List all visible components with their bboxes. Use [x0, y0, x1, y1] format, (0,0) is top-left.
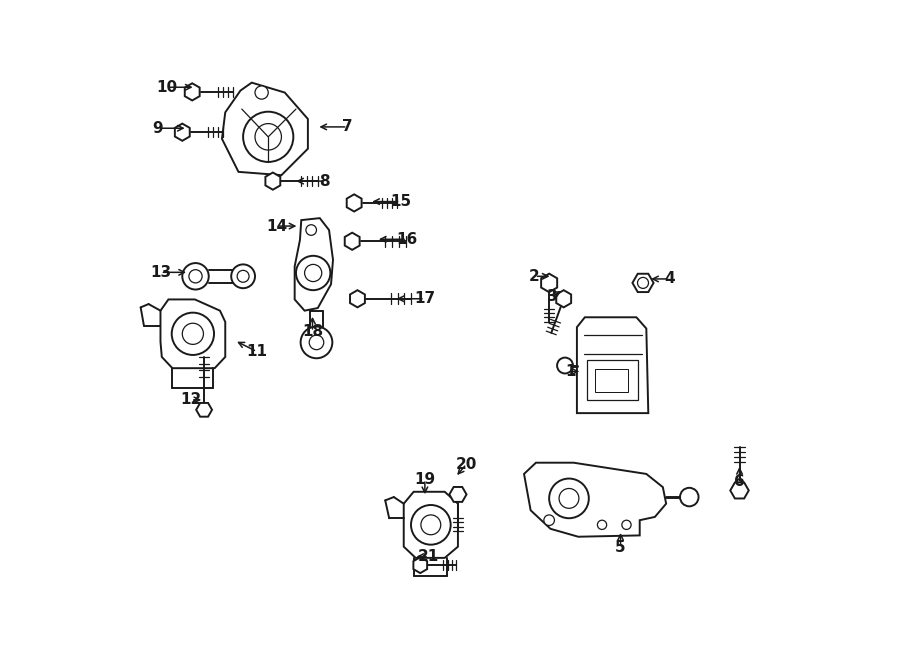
Bar — [587, 360, 638, 400]
Text: 9: 9 — [152, 121, 163, 136]
Text: 8: 8 — [320, 174, 329, 188]
Polygon shape — [556, 290, 572, 307]
Text: 16: 16 — [396, 232, 418, 247]
Text: 14: 14 — [266, 219, 287, 233]
Text: 15: 15 — [390, 194, 411, 209]
Text: 21: 21 — [418, 549, 439, 564]
Text: 5: 5 — [616, 540, 625, 555]
Polygon shape — [160, 299, 225, 368]
Circle shape — [544, 515, 554, 525]
Polygon shape — [294, 218, 333, 311]
Text: 10: 10 — [157, 80, 177, 95]
Polygon shape — [577, 317, 648, 413]
Polygon shape — [449, 487, 466, 502]
Circle shape — [304, 264, 322, 282]
Text: 17: 17 — [414, 292, 436, 306]
Circle shape — [637, 278, 649, 288]
Polygon shape — [413, 557, 428, 573]
Text: 3: 3 — [547, 289, 558, 303]
Polygon shape — [730, 483, 749, 498]
Text: 20: 20 — [455, 457, 477, 471]
Polygon shape — [404, 492, 458, 558]
Circle shape — [296, 256, 330, 290]
Text: 18: 18 — [302, 325, 323, 339]
Circle shape — [172, 313, 214, 355]
Bar — [596, 369, 628, 392]
Text: 13: 13 — [150, 265, 171, 280]
Circle shape — [411, 505, 451, 545]
Circle shape — [183, 323, 203, 344]
Circle shape — [255, 124, 282, 150]
Polygon shape — [541, 274, 557, 292]
Circle shape — [231, 264, 255, 288]
Circle shape — [421, 515, 441, 535]
Circle shape — [310, 335, 324, 350]
Polygon shape — [346, 194, 362, 212]
Polygon shape — [633, 274, 653, 292]
Text: 2: 2 — [529, 269, 540, 284]
Text: 11: 11 — [247, 344, 267, 359]
Circle shape — [598, 520, 607, 529]
Polygon shape — [196, 403, 212, 416]
Text: 4: 4 — [664, 272, 675, 286]
Text: 6: 6 — [734, 474, 745, 488]
Circle shape — [549, 479, 589, 518]
Polygon shape — [350, 290, 365, 307]
Circle shape — [557, 358, 573, 373]
Text: 7: 7 — [342, 120, 353, 134]
Circle shape — [238, 270, 249, 282]
Circle shape — [306, 225, 317, 235]
Polygon shape — [184, 83, 200, 100]
Circle shape — [255, 86, 268, 99]
Polygon shape — [175, 124, 190, 141]
Circle shape — [301, 327, 332, 358]
Circle shape — [243, 112, 293, 162]
Text: 1: 1 — [565, 364, 576, 379]
Circle shape — [559, 488, 579, 508]
Circle shape — [189, 270, 202, 283]
Circle shape — [680, 488, 698, 506]
Polygon shape — [222, 83, 308, 175]
Text: 19: 19 — [414, 472, 436, 486]
Circle shape — [622, 520, 631, 529]
Text: 12: 12 — [180, 393, 202, 407]
Circle shape — [183, 263, 209, 290]
Polygon shape — [524, 463, 666, 537]
Polygon shape — [266, 173, 280, 190]
Polygon shape — [345, 233, 360, 250]
